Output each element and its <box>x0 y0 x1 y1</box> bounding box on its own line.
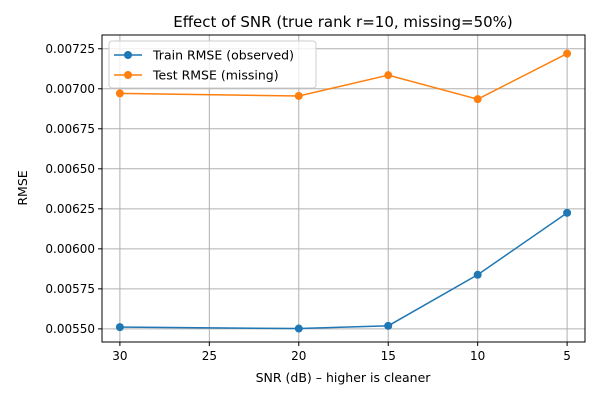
y-tick-label: 0.00575 <box>45 282 95 296</box>
data-series <box>115 49 572 333</box>
data-point <box>115 89 124 98</box>
legend: Train RMSE (observed) Test RMSE (missing) <box>108 40 317 89</box>
y-tick-label: 0.00550 <box>45 322 95 336</box>
series-line-0 <box>119 212 568 330</box>
grid <box>102 35 585 342</box>
data-point <box>294 324 303 333</box>
legend-marker-1 <box>124 71 132 79</box>
y-tick-label: 0.00725 <box>45 42 95 56</box>
data-point <box>563 208 572 217</box>
x-tick-label: 5 <box>563 349 571 363</box>
data-point <box>563 49 572 58</box>
legend-box <box>108 40 317 89</box>
y-tick-label: 0.00675 <box>45 122 95 136</box>
legend-marker-0 <box>124 51 132 59</box>
x-tick-label: 10 <box>470 349 485 363</box>
data-point <box>384 321 393 330</box>
x-axis-label: SNR (dB) – higher is cleaner <box>256 370 432 385</box>
x-tick-label: 20 <box>291 349 306 363</box>
y-tick-label: 0.00700 <box>45 82 95 96</box>
legend-label-0: Train RMSE (observed) <box>152 48 294 63</box>
data-point <box>115 323 124 332</box>
plot-frame <box>101 34 586 343</box>
data-point <box>473 270 482 279</box>
y-tick-label: 0.00650 <box>45 162 95 176</box>
y-tick-label: 0.00600 <box>45 242 95 256</box>
y-axis-label: RMSE <box>15 170 30 205</box>
chart-title: Effect of SNR (true rank r=10, missing=5… <box>173 13 513 31</box>
y-tick-label: 0.00625 <box>45 202 95 216</box>
x-tick-label: 30 <box>112 349 127 363</box>
x-tick-label: 15 <box>381 349 396 363</box>
data-point <box>294 91 303 100</box>
data-point <box>473 95 482 104</box>
axis-ticks: 30 25 20 15 10 5 0.00550 0.00575 0.00600 0.00625 0… <box>45 42 571 363</box>
data-point <box>384 71 393 80</box>
x-tick-label: 25 <box>202 349 217 363</box>
legend-label-1: Test RMSE (missing) <box>152 68 279 83</box>
